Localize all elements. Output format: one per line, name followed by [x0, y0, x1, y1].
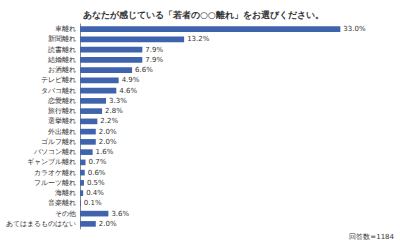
- svg-text:音楽離れ: 音楽離れ: [48, 199, 76, 207]
- svg-text:結婚離れ: 結婚離れ: [47, 56, 76, 64]
- svg-text:外出離れ: 外出離れ: [48, 128, 76, 136]
- svg-text:新聞離れ: 新聞離れ: [48, 35, 76, 43]
- svg-text:2.0%: 2.0%: [99, 220, 117, 228]
- svg-text:0.5%: 0.5%: [87, 179, 105, 187]
- svg-text:車離れ: 車離れ: [55, 25, 76, 33]
- svg-text:0.7%: 0.7%: [89, 158, 107, 166]
- svg-text:その他: その他: [55, 210, 76, 218]
- svg-text:0.4%: 0.4%: [86, 189, 104, 197]
- svg-text:2.0%: 2.0%: [99, 138, 117, 146]
- svg-text:読書離れ: 読書離れ: [48, 46, 76, 54]
- svg-text:4.6%: 4.6%: [119, 87, 137, 95]
- svg-text:パソコン離れ: パソコン離れ: [33, 148, 76, 156]
- svg-text:33.0%: 33.0%: [343, 25, 366, 33]
- svg-text:お酒離れ: お酒離れ: [48, 66, 76, 74]
- svg-text:あなたが感じている「若者の○○離れ」をお選びください。: あなたが感じている「若者の○○離れ」をお選びください。: [83, 10, 324, 20]
- svg-text:3.3%: 3.3%: [109, 97, 127, 105]
- svg-text:カラオケ離れ: カラオケ離れ: [34, 169, 76, 177]
- svg-text:7.9%: 7.9%: [145, 56, 163, 64]
- svg-text:2.0%: 2.0%: [99, 128, 117, 136]
- svg-text:0.6%: 0.6%: [88, 169, 106, 177]
- svg-text:恋愛離れ: 恋愛離れ: [47, 97, 76, 105]
- svg-text:フルーツ離れ: フルーツ離れ: [34, 179, 76, 187]
- svg-text:ギャンブル離れ: ギャンブル離れ: [27, 158, 76, 166]
- svg-text:ゴルフ離れ: ゴルフ離れ: [41, 138, 76, 146]
- svg-text:2.8%: 2.8%: [105, 107, 123, 115]
- svg-text:海離れ: 海離れ: [55, 189, 76, 197]
- svg-text:3.6%: 3.6%: [111, 210, 129, 218]
- svg-text:旅行離れ: 旅行離れ: [48, 107, 76, 115]
- svg-text:6.6%: 6.6%: [135, 66, 153, 74]
- svg-text:13.2%: 13.2%: [187, 35, 210, 43]
- svg-text:2.2%: 2.2%: [100, 117, 118, 125]
- svg-text:テレビ離れ: テレビ離れ: [41, 76, 76, 84]
- svg-text:4.9%: 4.9%: [122, 76, 140, 84]
- svg-text:7.9%: 7.9%: [145, 46, 163, 54]
- svg-text:1.6%: 1.6%: [96, 148, 114, 156]
- svg-text:0.1%: 0.1%: [84, 199, 102, 207]
- svg-text:タバコ離れ: タバコ離れ: [41, 87, 76, 95]
- svg-text:あてはまるものはない: あてはまるものはない: [6, 220, 76, 228]
- svg-text:選挙離れ: 選挙離れ: [48, 117, 76, 125]
- svg-text:回答数=1184: 回答数=1184: [349, 233, 394, 241]
